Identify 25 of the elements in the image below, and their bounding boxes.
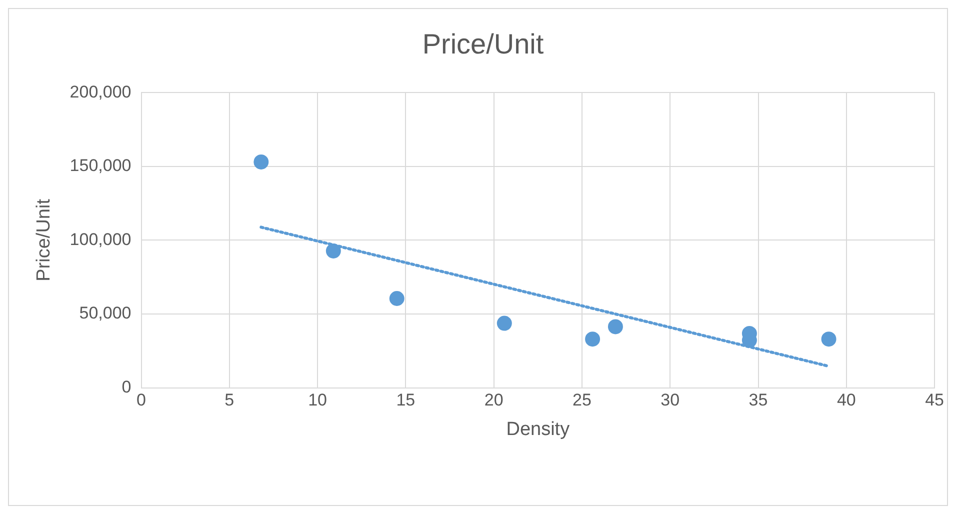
y-tick-label: 200,000 bbox=[70, 82, 132, 102]
point bbox=[326, 243, 341, 258]
x-tick-label: 35 bbox=[748, 390, 768, 410]
x-tick-label: 25 bbox=[572, 390, 592, 410]
x-tick-label: 10 bbox=[308, 390, 327, 410]
x-tick-label: 15 bbox=[396, 390, 416, 410]
y-axis-title: Price/Unit bbox=[34, 198, 55, 282]
x-tick-label: 20 bbox=[484, 390, 504, 410]
y-tick-label: 50,000 bbox=[79, 304, 132, 323]
point bbox=[585, 332, 600, 347]
x-tick-label: 40 bbox=[836, 390, 856, 410]
x-axis-title: Density bbox=[506, 418, 570, 440]
point bbox=[821, 332, 836, 347]
x-tick-label: 5 bbox=[224, 390, 234, 410]
y-tick-label: 0 bbox=[122, 377, 132, 396]
point bbox=[496, 316, 512, 331]
point bbox=[389, 291, 404, 306]
point bbox=[254, 154, 269, 170]
x-tick-label: 0 bbox=[136, 390, 146, 410]
y-tick-label: 150,000 bbox=[70, 156, 132, 176]
x-tick-label: 30 bbox=[660, 390, 680, 410]
chart-title: Price/Unit bbox=[422, 28, 544, 60]
x-tick-label: 45 bbox=[925, 390, 944, 410]
point bbox=[608, 319, 623, 334]
y-tick-label: 100,000 bbox=[70, 230, 132, 249]
